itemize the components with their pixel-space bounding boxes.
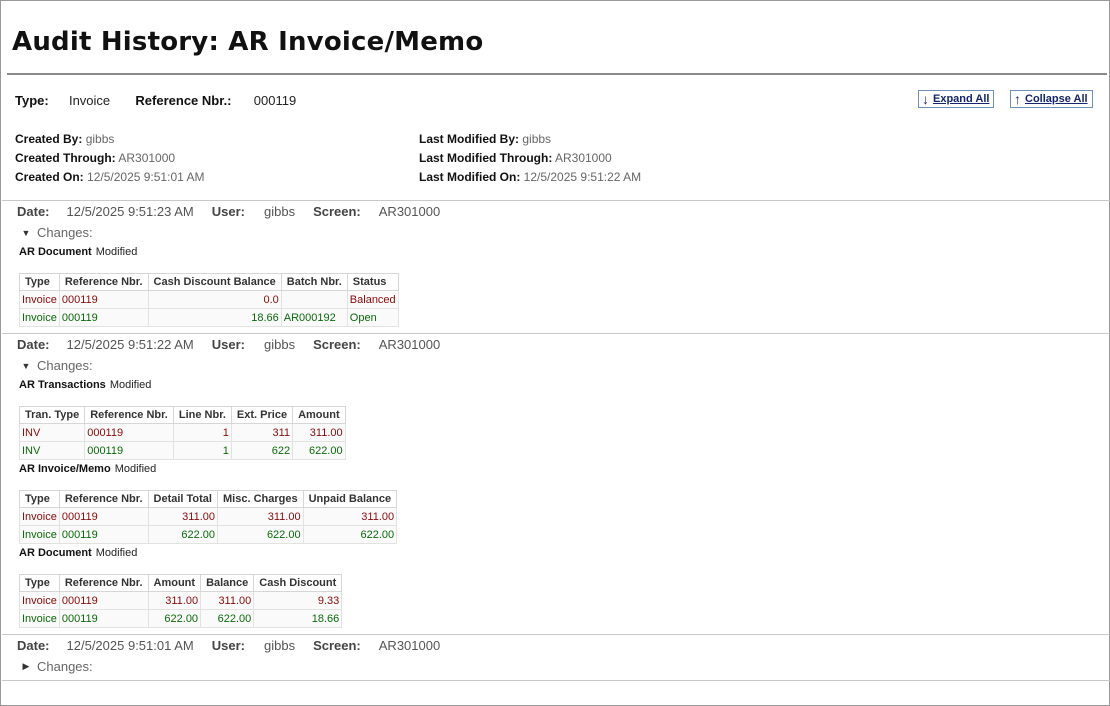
entry-user: gibbs [263,204,296,219]
old-value-row: Invoice 000119 311.00 311.00 311.00 [19,507,398,526]
entry-divider [2,680,1110,681]
page-title: Audit History: AR Invoice/Memo [12,27,484,57]
changed-object-header: AR Transactions Modified [19,379,152,391]
caret-down-icon: ▼ [21,227,31,238]
entry-date: 12/5/2025 9:51:22 AM [66,337,194,352]
record-identity: Type: Invoice Reference Nbr.: 000119 [15,93,296,108]
created-through-value: AR301000 [118,151,176,165]
changes-table: Type Reference Nbr. Cash Discount Balanc… [19,273,399,327]
arrow-down-icon: ↓ [922,91,929,107]
audit-entry-header: Date: 12/5/2025 9:51:23 AM User: gibbs Scree… [17,204,441,219]
title-divider [7,73,1107,75]
modified-by-value: gibbs [522,132,552,146]
entry-screen: AR301000 [378,638,441,653]
modified-info: Last Modified By: gibbs Last Modified Th… [419,132,642,184]
changes-table: Type Reference Nbr. Detail Total Misc. C… [19,490,398,544]
type-label: Type: [15,93,49,108]
audit-entry-header: Date: 12/5/2025 9:51:22 AM User: gibbs Scree… [17,337,441,352]
created-on-value: 12/5/2025 9:51:01 AM [87,170,205,184]
entry-screen: AR301000 [378,337,441,352]
changes-table: Tran. Type Reference Nbr. Line Nbr. Ext.… [18,406,346,460]
entry-divider [2,634,1110,635]
new-value-row: Invoice 000119 622.00 622.00 622.00 [19,525,398,544]
entry-date: 12/5/2025 9:51:23 AM [66,204,194,219]
new-value-row: Invoice 000119 18.66 AR000192 Open [19,308,399,327]
modified-through-value: AR301000 [554,151,612,165]
old-value-row: INV 000119 1 311 311.00 [18,423,346,442]
entry-screen: AR301000 [378,204,441,219]
old-value-row: Invoice 000119 311.00 311.00 9.33 [19,591,343,610]
changes-toggle[interactable]: ▼ Changes: [21,225,93,240]
changes-toggle[interactable]: ▶ Changes: [20,659,93,674]
entry-user: gibbs [263,337,296,352]
audit-entry-header: Date: 12/5/2025 9:51:01 AM User: gibbs Scree… [17,638,441,653]
entry-divider [2,333,1110,334]
created-by-value: gibbs [85,132,115,146]
new-value-row: Invoice 000119 622.00 622.00 18.66 [19,609,343,628]
collapse-all-button[interactable]: ↑ Collapse All [1010,90,1093,108]
changes-toggle[interactable]: ▼ Changes: [21,358,93,373]
caret-right-icon: ▶ [22,661,30,671]
modified-on-value: 12/5/2025 9:51:22 AM [523,170,642,184]
arrow-up-icon: ↑ [1014,91,1021,107]
caret-down-icon: ▼ [21,360,31,371]
reference-value: 000119 [253,93,297,108]
new-value-row: INV 000119 1 622 622.00 [18,441,346,460]
expand-all-button[interactable]: ↓ Expand All [918,90,995,108]
type-value: Invoice [68,93,111,108]
changed-object-header: AR Document Modified [19,246,138,258]
entry-divider [2,200,1110,201]
changed-object-header: AR Document Modified [19,547,138,559]
entry-date: 12/5/2025 9:51:01 AM [66,638,194,653]
changed-object-header: AR Invoice/Memo Modified [19,463,157,475]
old-value-row: Invoice 000119 0.0 Balanced [19,290,399,309]
entry-user: gibbs [263,638,296,653]
reference-label: Reference Nbr.: [135,93,232,108]
changes-table: Type Reference Nbr. Amount Balance Cash … [19,574,343,628]
created-info: Created By: gibbs Created Through: AR301… [15,132,205,184]
